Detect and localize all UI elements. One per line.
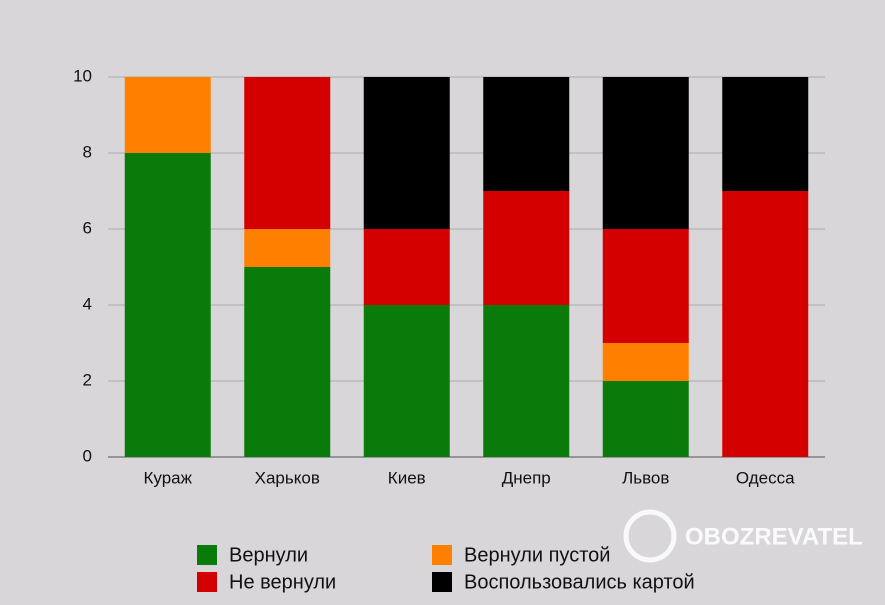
watermark: OBOZREVATEL: [623, 509, 863, 563]
bar-segment: [124, 153, 211, 457]
legend-swatch: [432, 572, 452, 592]
legend-swatch: [197, 545, 217, 565]
bar-segment: [483, 305, 570, 457]
bar-segment: [483, 77, 570, 191]
legend-label: Вернули: [229, 544, 308, 566]
bar-segment: [722, 191, 809, 457]
legend-swatch: [197, 572, 217, 592]
y-tick-label: 4: [83, 294, 92, 313]
x-tick-label: Львов: [622, 468, 669, 487]
legend-label: Не вернули: [229, 571, 336, 593]
bar-segment: [602, 343, 689, 381]
bar-segment: [363, 77, 450, 229]
y-tick-label: 2: [83, 370, 92, 389]
watermark-text: OBOZREVATEL: [685, 523, 863, 550]
y-tick-label: 6: [83, 218, 92, 237]
y-tick-label: 8: [83, 142, 92, 161]
x-tick-label: Кураж: [144, 468, 193, 487]
x-tick-label: Днепр: [502, 468, 551, 487]
bar-segment: [363, 229, 450, 305]
bar-segment: [363, 305, 450, 457]
y-tick-label: 0: [83, 446, 92, 465]
x-tick-label: Одесса: [736, 468, 795, 487]
bar-segment: [244, 229, 331, 267]
x-tick-label: Киев: [388, 468, 426, 487]
legend-label: Вернули пустой: [464, 544, 610, 566]
bar-segment: [244, 77, 331, 229]
bar-segment: [602, 381, 689, 457]
legend-swatch: [432, 545, 452, 565]
bar-segment: [124, 77, 211, 153]
y-tick-label: 10: [73, 66, 92, 85]
bar-segment: [602, 77, 689, 229]
bar-segment: [244, 267, 331, 457]
watermark-icon: [623, 509, 677, 563]
bar-segment: [722, 77, 809, 191]
legend-label: Воспользовались картой: [464, 571, 695, 593]
x-tick-label: Харьков: [255, 468, 320, 487]
bar-segment: [602, 229, 689, 343]
bar-segment: [483, 191, 570, 305]
